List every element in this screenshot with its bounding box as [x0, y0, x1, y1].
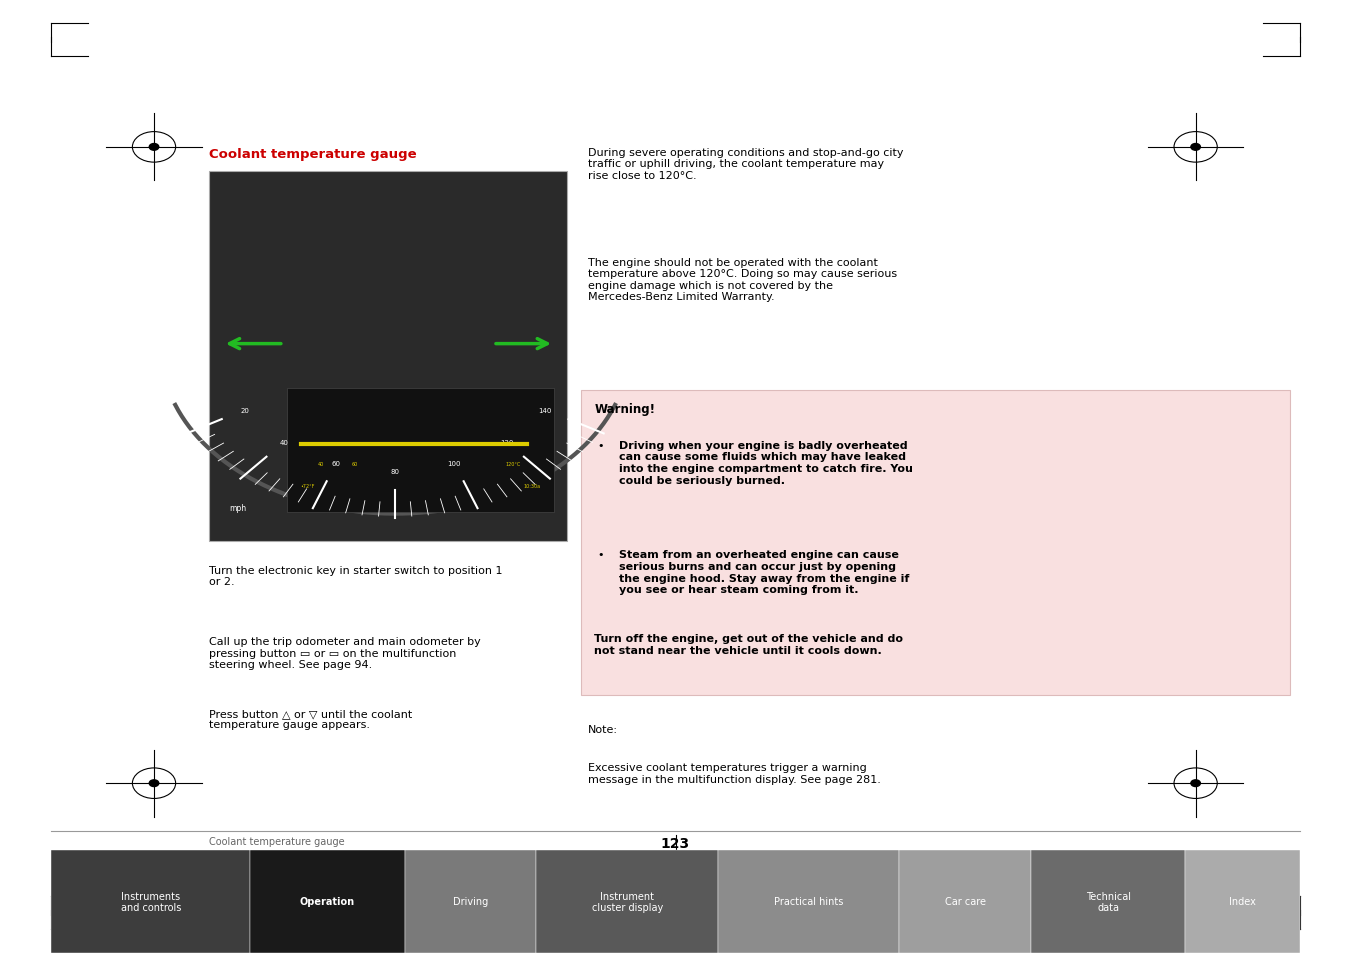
Circle shape — [670, 865, 681, 873]
Text: Turn off the engine, get out of the vehicle and do
not stand near the vehicle un: Turn off the engine, get out of the vehi… — [594, 634, 904, 656]
Text: Operation: Operation — [300, 897, 355, 906]
Bar — [250, 850, 405, 953]
Bar — [405, 850, 536, 953]
Text: 120°C: 120°C — [505, 462, 521, 467]
Text: 100: 100 — [447, 461, 461, 467]
Bar — [1031, 850, 1185, 953]
Text: Practical hints: Practical hints — [774, 897, 843, 906]
Circle shape — [1190, 144, 1201, 152]
Bar — [717, 850, 900, 953]
Text: Index: Index — [1229, 897, 1256, 906]
Bar — [286, 389, 554, 513]
Text: Car care: Car care — [944, 897, 986, 906]
Text: mph: mph — [230, 504, 247, 513]
Bar — [900, 850, 1031, 953]
Text: 60: 60 — [351, 462, 358, 467]
Bar — [209, 172, 567, 541]
Text: Note:: Note: — [588, 724, 617, 734]
Bar — [51, 850, 250, 953]
Text: 80: 80 — [390, 468, 400, 475]
Text: •: • — [597, 440, 604, 450]
Text: Call up the trip odometer and main odometer by
pressing button ▭ or ▭ on the mul: Call up the trip odometer and main odome… — [209, 637, 481, 670]
Text: 60: 60 — [331, 461, 340, 467]
Text: Steam from an overheated engine can cause
serious burns and can occur just by op: Steam from an overheated engine can caus… — [619, 550, 909, 595]
Bar — [1185, 850, 1300, 953]
Circle shape — [149, 780, 159, 787]
Circle shape — [149, 144, 159, 152]
Circle shape — [1190, 780, 1201, 787]
Text: Coolant temperature gauge: Coolant temperature gauge — [209, 836, 345, 845]
Text: Instrument
cluster display: Instrument cluster display — [592, 891, 663, 912]
Text: The engine should not be operated with the coolant
temperature above 120°C. Doin: The engine should not be operated with t… — [588, 257, 897, 302]
Text: Press button △ or ▽ until the coolant
temperature gauge appears.: Press button △ or ▽ until the coolant te… — [209, 708, 412, 730]
Text: •72°F: •72°F — [300, 484, 315, 489]
Text: 123: 123 — [661, 836, 690, 850]
Text: •: • — [597, 550, 604, 559]
Text: 10:30a: 10:30a — [523, 484, 540, 489]
Text: Instruments
and controls: Instruments and controls — [120, 891, 181, 912]
Bar — [581, 391, 1290, 696]
Text: Coolant temperature gauge: Coolant temperature gauge — [209, 148, 417, 161]
Text: Technical
data: Technical data — [1086, 891, 1131, 912]
Text: Turn the electronic key in starter switch to position 1
or 2.: Turn the electronic key in starter switc… — [209, 565, 503, 587]
Text: Driving when your engine is badly overheated
can cause some fluids which may hav: Driving when your engine is badly overhe… — [619, 440, 913, 485]
Text: Warning!: Warning! — [594, 402, 655, 416]
Text: 120: 120 — [500, 439, 513, 446]
Text: 40: 40 — [317, 462, 324, 467]
Text: Excessive coolant temperatures trigger a warning
message in the multifunction di: Excessive coolant temperatures trigger a… — [588, 762, 881, 784]
Text: 140: 140 — [539, 407, 551, 413]
Text: 40: 40 — [280, 439, 288, 446]
Text: Driving: Driving — [453, 897, 488, 906]
Text: 20: 20 — [240, 407, 250, 413]
Text: During severe operating conditions and stop-and-go city
traffic or uphill drivin: During severe operating conditions and s… — [588, 148, 904, 181]
Bar — [536, 850, 717, 953]
